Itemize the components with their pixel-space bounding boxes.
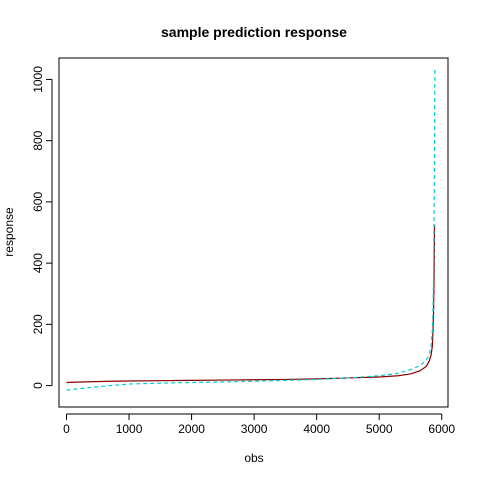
x-tick-label: 6000 bbox=[428, 422, 455, 436]
x-tick-label: 0 bbox=[63, 422, 70, 436]
y-tick-label: 0 bbox=[31, 382, 45, 389]
x-tick-label: 1000 bbox=[116, 422, 143, 436]
y-tick-label: 400 bbox=[31, 253, 45, 273]
x-axis-label: obs bbox=[244, 451, 263, 465]
x-tick-label: 5000 bbox=[366, 422, 393, 436]
y-tick-label: 800 bbox=[31, 130, 45, 150]
x-tick-label: 4000 bbox=[303, 422, 330, 436]
chart-title: sample prediction response bbox=[161, 24, 347, 40]
x-axis: 0 1000 2000 3000 4000 5000 6000 bbox=[63, 413, 455, 436]
x-tick-label: 2000 bbox=[178, 422, 205, 436]
series-line-2 bbox=[66, 67, 436, 391]
y-axis: 0 200 400 600 800 1000 bbox=[31, 66, 53, 389]
plot-box bbox=[58, 57, 449, 408]
series-layer bbox=[66, 67, 436, 391]
x-tick-label: 3000 bbox=[241, 422, 268, 436]
y-tick-label: 200 bbox=[31, 314, 45, 334]
y-tick-label: 1000 bbox=[31, 66, 45, 93]
y-tick-label: 600 bbox=[31, 192, 45, 212]
y-axis-label: response bbox=[2, 207, 16, 257]
series-line-1 bbox=[66, 224, 436, 384]
